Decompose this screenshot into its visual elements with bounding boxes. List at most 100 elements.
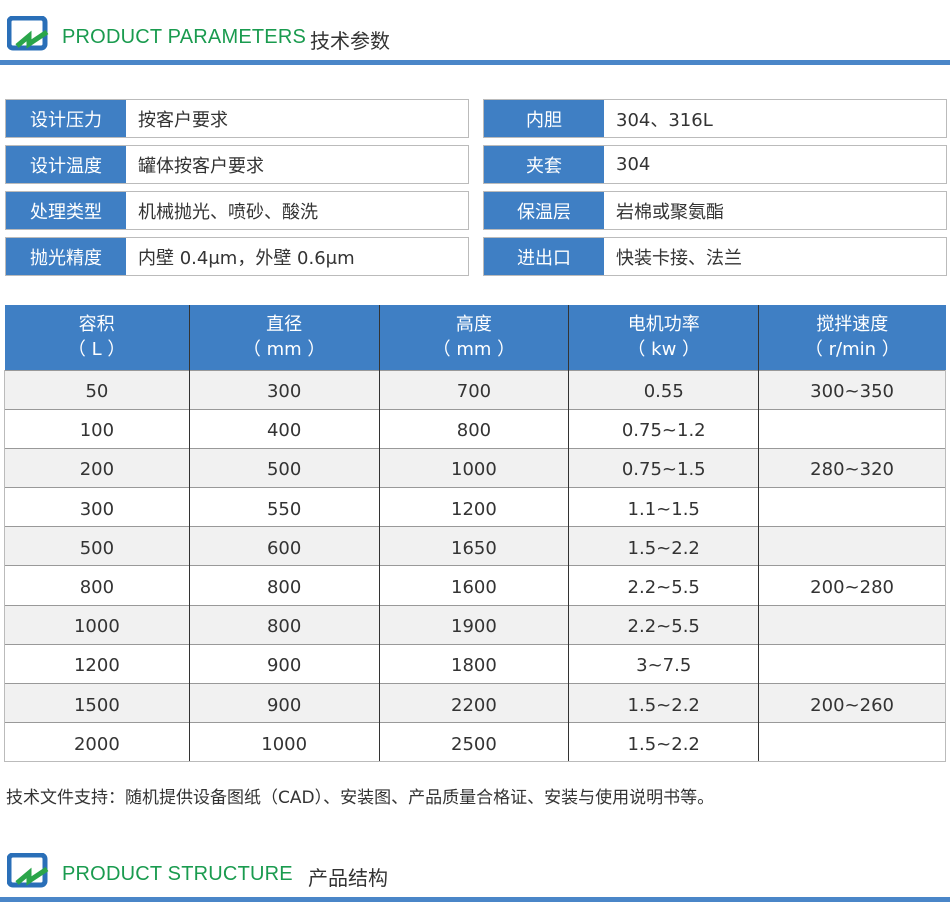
spec-value: 按客户要求: [126, 100, 468, 137]
table-cell: 1800: [378, 643, 569, 684]
spec-value: 内壁 0.4μm，外壁 0.6μm: [126, 238, 468, 275]
section-title-en: PRODUCT STRUCTURE: [62, 863, 293, 885]
divider: [0, 60, 950, 65]
spec-label: 保温层: [484, 192, 604, 229]
section-title-en: PRODUCT PARAMETERS: [62, 26, 307, 48]
spec-item: 抛光精度 内壁 0.4μm，外壁 0.6μm: [5, 237, 469, 276]
column-header: 直径 （ mm ）: [188, 305, 380, 370]
spec-label: 夹套: [484, 146, 604, 183]
table-cell: 1.5~2.2: [568, 682, 759, 723]
spec-label: 设计温度: [6, 146, 126, 183]
spec-item: 处理类型 机械抛光、喷砂、酸洗: [5, 191, 469, 230]
table-cell: 50: [4, 369, 190, 410]
table-cell: 1.5~2.2: [568, 526, 759, 566]
table-cell: 200: [4, 447, 190, 488]
table-cell: 900: [188, 643, 380, 684]
table-row: 300 550 1200 1.1~1.5: [4, 487, 946, 527]
spec-label: 设计压力: [6, 100, 126, 137]
header-unit: （ r/min ）: [804, 339, 900, 361]
header-label: 容积: [78, 314, 115, 336]
company-logo-icon: [7, 853, 49, 888]
company-logo-icon: [7, 16, 49, 51]
section-header-parameters: PRODUCT PARAMETERS 技术参数: [0, 16, 950, 56]
table-cell: 1200: [4, 643, 190, 684]
header-label: 搅拌速度: [816, 314, 889, 336]
spec-value: 304、316L: [604, 100, 946, 137]
section-title-cn: 产品结构: [308, 866, 388, 890]
spec-value: 罐体按客户要求: [126, 146, 468, 183]
header-label: 电机功率: [627, 314, 700, 336]
table-row: 800 800 1600 2.2~5.5 200~280: [4, 565, 946, 606]
table-cell: 900: [188, 682, 380, 723]
spec-item: 设计温度 罐体按客户要求: [5, 145, 469, 184]
header-label: 直径: [266, 314, 303, 336]
table-cell: 2.2~5.5: [568, 565, 759, 606]
header-unit: （ mm ）: [242, 339, 326, 361]
table-cell: [758, 604, 946, 645]
table-cell: 800: [4, 565, 190, 606]
table-cell: 100: [4, 408, 190, 449]
table-cell: 1.1~1.5: [568, 487, 759, 527]
table-cell: 1600: [378, 565, 569, 606]
column-header: 容积 （ L ）: [4, 305, 190, 370]
table-cell: 1000: [378, 447, 569, 488]
table-cell: 1.5~2.2: [568, 722, 759, 763]
section-header-structure: PRODUCT STRUCTURE 产品结构: [0, 853, 950, 893]
spec-item: 内胆 304、316L: [483, 99, 947, 138]
parameter-table: 容积 （ L ） 直径 （ mm ） 高度 （ mm ） 电机功率 （ kw ） 搅拌速度 （ r…: [4, 305, 946, 763]
spec-label: 抛光精度: [6, 238, 126, 275]
spec-item: 保温层 岩棉或聚氨酯: [483, 191, 947, 230]
spec-value: 岩棉或聚氨酯: [604, 192, 946, 229]
header-label: 高度: [455, 314, 492, 336]
table-cell: [758, 487, 946, 527]
table-cell: 3~7.5: [568, 643, 759, 684]
table-cell: 200~280: [758, 565, 946, 606]
table-cell: [758, 526, 946, 566]
table-cell: 0.55: [568, 369, 759, 410]
spec-label: 内胆: [484, 100, 604, 137]
table-cell: 0.75~1.5: [568, 447, 759, 488]
spec-value: 快装卡接、法兰: [604, 238, 946, 275]
table-cell: 800: [378, 408, 569, 449]
table-cell: 2.2~5.5: [568, 604, 759, 645]
table-cell: 700: [378, 369, 569, 410]
table-row: 1200 900 1800 3~7.5: [4, 643, 946, 684]
spec-value: 304: [604, 146, 946, 183]
column-header: 高度 （ mm ）: [378, 305, 569, 370]
table-cell: 1000: [4, 604, 190, 645]
table-cell: 200~260: [758, 682, 946, 723]
table-cell: 300~350: [758, 369, 946, 410]
spec-value: 机械抛光、喷砂、酸洗: [126, 192, 468, 229]
table-cell: 600: [188, 526, 380, 566]
spec-label: 进出口: [484, 238, 604, 275]
table-cell: 800: [188, 565, 380, 606]
column-header: 电机功率 （ kw ）: [568, 305, 759, 370]
table-cell: 0.75~1.2: [568, 408, 759, 449]
table-cell: 280~320: [758, 447, 946, 488]
table-cell: 500: [188, 447, 380, 488]
header-unit: （ kw ）: [627, 339, 701, 361]
table-cell: 300: [4, 487, 190, 527]
table-cell: 500: [4, 526, 190, 566]
table-cell: 1200: [378, 487, 569, 527]
table-cell: [758, 408, 946, 449]
table-row: 100 400 800 0.75~1.2: [4, 408, 946, 449]
table-cell: 2000: [4, 722, 190, 763]
table-cell: 1000: [188, 722, 380, 763]
table-row: 1500 900 2200 1.5~2.2 200~260: [4, 682, 946, 723]
table-row: 1000 800 1900 2.2~5.5: [4, 604, 946, 645]
technical-docs-note: 技术文件支持：随机提供设备图纸（CAD）、安装图、产品质量合格证、安装与使用说明…: [6, 788, 715, 808]
table-cell: 550: [188, 487, 380, 527]
spec-label: 处理类型: [6, 192, 126, 229]
column-header: 搅拌速度 （ r/min ）: [758, 305, 946, 370]
table-cell: [758, 722, 946, 763]
spec-item: 进出口 快装卡接、法兰: [483, 237, 947, 276]
table-row: 2000 1000 2500 1.5~2.2: [4, 722, 946, 763]
table-cell: 300: [188, 369, 380, 410]
header-unit: （ mm ）: [432, 339, 516, 361]
header-unit: （ L ）: [67, 339, 126, 361]
spec-item: 设计压力 按客户要求: [5, 99, 469, 138]
section-title-cn: 技术参数: [310, 29, 390, 53]
table-cell: 1650: [378, 526, 569, 566]
table-cell: 2200: [378, 682, 569, 723]
